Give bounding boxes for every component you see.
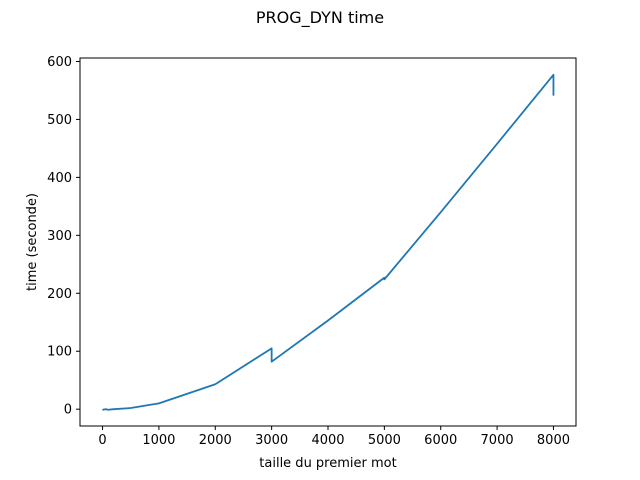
y-tick-label: 500 xyxy=(47,113,72,128)
x-tick-label: 7000 xyxy=(481,433,514,448)
x-tick-label: 3000 xyxy=(255,433,288,448)
y-tick-label: 400 xyxy=(47,171,72,186)
y-tick-label: 300 xyxy=(47,229,72,244)
x-tick-label: 8000 xyxy=(537,433,570,448)
y-axis-label: time (seconde) xyxy=(25,193,40,291)
x-tick-label: 6000 xyxy=(424,433,457,448)
series-line xyxy=(101,73,555,411)
x-tick-label: 0 xyxy=(98,433,106,448)
plot-area xyxy=(79,57,577,427)
y-tick-label: 200 xyxy=(47,287,72,302)
series-layer xyxy=(101,73,555,411)
y-tick-label: 0 xyxy=(64,403,72,418)
y-axis: 0 100 200 300 400 500 600 xyxy=(47,55,80,418)
x-axis-label: taille du premier mot xyxy=(259,456,396,471)
chart-title: PROG_DYN time xyxy=(256,8,384,28)
plot-frame xyxy=(79,57,577,427)
x-tick-label: 5000 xyxy=(368,433,401,448)
x-axis: 0 1000 2000 3000 4000 5000 6000 7000 8000 xyxy=(98,426,570,448)
x-tick-label: 1000 xyxy=(142,433,175,448)
x-tick-label: 2000 xyxy=(199,433,232,448)
y-tick-label: 100 xyxy=(47,345,72,360)
x-tick-label: 4000 xyxy=(311,433,344,448)
y-tick-label: 600 xyxy=(47,55,72,70)
